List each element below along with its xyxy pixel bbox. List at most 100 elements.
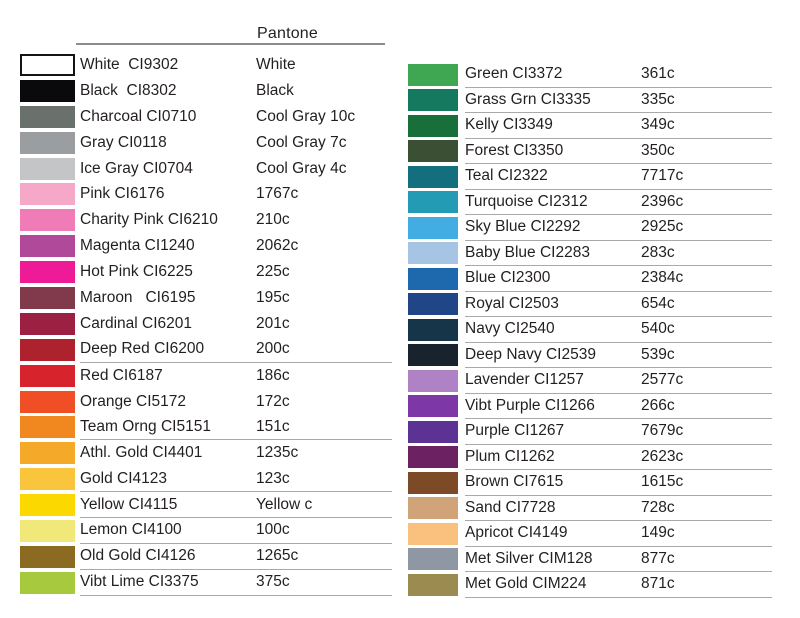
pantone-value: Cool Gray 4c	[256, 159, 347, 177]
color-swatch	[408, 548, 458, 571]
color-label: Gold CI4123	[80, 469, 168, 487]
color-row-text: Green CI3372 361c	[465, 62, 772, 88]
color-label: Vibt Lime CI3375	[80, 573, 199, 591]
color-swatch	[20, 390, 75, 413]
color-row: Pink CI6176 1767c	[20, 181, 392, 207]
header-divider-line	[76, 43, 385, 45]
color-label: Orange CI5172	[80, 392, 186, 410]
pantone-value: 200c	[256, 340, 290, 358]
color-row: Lavender CI1257 2577c	[408, 368, 772, 394]
color-row-text: Lemon CI4100 100c	[80, 518, 392, 544]
pantone-value: 283c	[641, 243, 675, 261]
color-swatch	[20, 494, 75, 517]
color-row-text: Hot Pink CI6225 225c	[80, 259, 392, 285]
pantone-value: 201c	[256, 314, 290, 332]
color-row-text: Turquoise CI2312 2396c	[465, 190, 772, 215]
color-swatch	[408, 395, 458, 418]
color-row-text: Grass Grn CI3335 335c	[465, 88, 772, 113]
pantone-value: 361c	[641, 65, 675, 83]
color-label: Grass Grn CI3335	[465, 90, 591, 108]
color-label: Green CI3372	[465, 65, 563, 83]
color-row-text: Yellow CI4115 Yellow c	[80, 492, 392, 519]
color-row-text: Charity Pink CI6210 210c	[80, 207, 392, 233]
color-row-text: Ice Gray CI0704 Cool Gray 4c	[80, 156, 392, 182]
color-row: Maroon CI6195 195c	[20, 285, 392, 311]
color-list-left: White CI9302 White Black CI8302 Black Ch…	[20, 52, 392, 596]
color-label: Cardinal CI6201	[80, 314, 193, 332]
color-row: Met Gold CIM224 871c	[408, 572, 772, 598]
color-swatch	[408, 318, 458, 341]
color-row: Black CI8302 Black	[20, 78, 392, 104]
color-swatch	[20, 183, 75, 206]
color-swatch	[20, 79, 75, 102]
color-row: Charcoal CI0710 Cool Gray 10c	[20, 104, 392, 130]
color-label: Sky Blue CI2292	[465, 218, 581, 236]
pantone-value: White	[256, 55, 296, 73]
color-row-text: Gray CI0118 Cool Gray 7c	[80, 130, 392, 156]
pantone-value: 2384c	[641, 269, 684, 287]
color-row-text: Navy CI2540 540c	[465, 317, 772, 343]
color-row: Purple CI1267 7679c	[408, 419, 772, 445]
color-swatch	[408, 369, 458, 392]
color-row-text: Blue CI2300 2384c	[465, 266, 772, 292]
pantone-value: 1235c	[256, 444, 299, 462]
color-swatch	[408, 165, 458, 188]
color-label: Charity Pink CI6210	[80, 211, 218, 229]
color-label: Magenta CI1240	[80, 237, 195, 255]
color-swatch	[20, 545, 75, 568]
color-row-text: Maroon CI6195 195c	[80, 285, 392, 311]
color-row: Vibt Purple CI1266 266c	[408, 394, 772, 419]
color-row-text: Pink CI6176 1767c	[80, 181, 392, 207]
color-label: Vibt Purple CI1266	[465, 396, 595, 414]
color-swatch	[20, 209, 75, 232]
color-row-text: Forest CI3350 350c	[465, 139, 772, 164]
color-label: Plum CI1262	[465, 447, 555, 465]
color-row-text: Vibt Lime CI3375 375c	[80, 570, 392, 596]
color-row: Red CI6187 186c	[20, 363, 392, 389]
color-label: Forest CI3350	[465, 141, 564, 159]
color-row: Athl. Gold CI4401 1235c	[20, 440, 392, 466]
color-label: Charcoal CI0710	[80, 107, 197, 125]
color-row: Turquoise CI2312 2396c	[408, 190, 772, 215]
color-label: Lavender CI1257	[465, 371, 584, 389]
color-row-text: Black CI8302 Black	[80, 78, 392, 104]
color-swatch	[20, 364, 75, 387]
color-row: Cardinal CI6201 201c	[20, 311, 392, 337]
pantone-value: 100c	[256, 521, 290, 539]
color-row-text: Baby Blue CI2283 283c	[465, 241, 772, 266]
color-swatch	[408, 63, 458, 86]
color-row: Kelly CI3349 349c	[408, 113, 772, 139]
pantone-value: Yellow c	[256, 495, 313, 513]
color-label: Black CI8302	[80, 81, 177, 99]
color-row: Sand CI7728 728c	[408, 496, 772, 521]
color-label: Gray CI0118	[80, 133, 167, 151]
color-swatch	[408, 293, 458, 316]
pantone-value: 1615c	[641, 473, 684, 491]
pantone-value: 2062c	[256, 237, 299, 255]
color-row-text: Apricot CI4149 149c	[465, 521, 772, 547]
pantone-value: 877c	[641, 549, 675, 567]
color-row-text: White CI9302 White	[80, 52, 392, 78]
color-label: Brown CI7615	[465, 473, 564, 491]
pantone-column-header: Pantone	[257, 25, 319, 42]
color-row-text: Cardinal CI6201 201c	[80, 311, 392, 337]
color-label: Hot Pink CI6225	[80, 263, 193, 281]
color-row-text: Red CI6187 186c	[80, 363, 392, 389]
pantone-value: 172c	[256, 392, 290, 410]
color-row-text: Purple CI1267 7679c	[465, 419, 772, 445]
color-swatch	[20, 416, 75, 439]
pantone-value: Cool Gray 10c	[256, 107, 356, 125]
color-swatch	[408, 191, 458, 214]
color-row-text: Plum CI1262 2623c	[465, 445, 772, 470]
pantone-value: 540c	[641, 320, 675, 338]
pantone-value: 210c	[256, 211, 290, 229]
pantone-value: 7717c	[641, 167, 684, 185]
pantone-value: 186c	[256, 366, 290, 384]
color-row: White CI9302 White	[20, 52, 392, 78]
color-swatch	[20, 468, 75, 491]
color-row-text: Met Silver CIM128 877c	[465, 547, 772, 572]
color-swatch	[20, 157, 75, 180]
color-row-text: Charcoal CI0710 Cool Gray 10c	[80, 104, 392, 130]
color-swatch	[20, 519, 75, 542]
color-row: Charity Pink CI6210 210c	[20, 207, 392, 233]
